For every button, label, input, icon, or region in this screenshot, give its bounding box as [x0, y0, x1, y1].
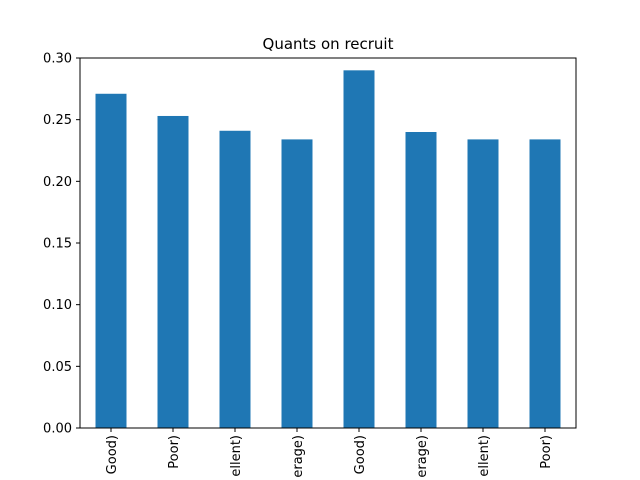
x-tick-label-7: Poor) — [539, 435, 554, 469]
x-tick-label-6: ellent) — [477, 435, 492, 477]
y-tick-label-4: 0.20 — [43, 175, 72, 190]
bar-6 — [467, 139, 499, 428]
x-axis: Good) Poor) ellent) erage) Good) erage) ellent… — [105, 428, 554, 478]
bar-4 — [343, 70, 375, 428]
y-tick-label-2: 0.10 — [43, 298, 72, 313]
bar-2 — [219, 130, 251, 428]
bar-1 — [157, 115, 189, 428]
bar-7 — [529, 139, 561, 428]
x-tick-label-4: Good) — [353, 435, 368, 474]
y-tick-label-6: 0.30 — [43, 52, 72, 67]
y-axis: 0.00 0.05 0.10 0.15 0.20 0.25 0.30 — [43, 52, 80, 437]
bar-3 — [281, 139, 313, 428]
bar-0 — [95, 93, 127, 429]
chart-title: Quants on recruit — [263, 35, 394, 53]
bar-5 — [405, 132, 437, 428]
x-tick-label-1: Poor) — [167, 435, 182, 469]
x-tick-label-2: ellent) — [229, 435, 244, 477]
plot-frame — [79, 57, 577, 429]
y-tick-label-1: 0.05 — [43, 360, 72, 375]
y-tick-label-0: 0.00 — [43, 422, 72, 437]
x-tick-label-3: erage) — [291, 435, 306, 478]
y-tick-label-5: 0.25 — [43, 113, 72, 128]
bars-group — [95, 70, 561, 429]
y-tick-label-3: 0.15 — [43, 237, 72, 252]
x-tick-label-0: Good) — [105, 435, 120, 474]
x-tick-label-5: erage) — [415, 435, 430, 478]
